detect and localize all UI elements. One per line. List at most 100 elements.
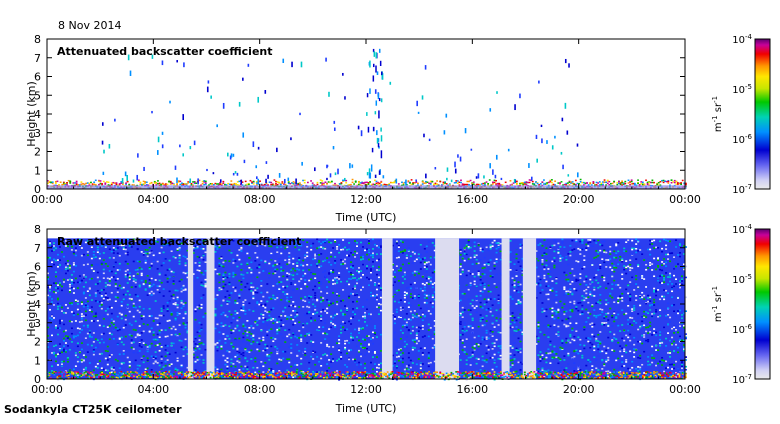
noise-cell [147, 351, 149, 353]
noise-cell [240, 353, 242, 355]
noise-cell [143, 355, 145, 357]
noise-cell [286, 336, 288, 338]
bl-cell [411, 179, 413, 181]
noise-cell [370, 295, 372, 297]
bl-base [677, 185, 679, 189]
noise-cell [274, 253, 276, 255]
noise-cell [143, 262, 145, 264]
noise-cell [314, 295, 316, 297]
bl-base [122, 185, 124, 189]
noise-cell [224, 315, 226, 317]
noise-cell [111, 354, 113, 356]
bl-base [637, 185, 639, 189]
bl-cell [672, 181, 674, 183]
noise-cell [250, 325, 252, 327]
noise-cell [151, 291, 153, 293]
noise-cell [254, 372, 256, 374]
bl-base [309, 185, 311, 189]
noise-cell [414, 271, 416, 273]
bl-cell [380, 182, 382, 184]
bl-base [79, 185, 81, 189]
bl-cell [179, 181, 181, 183]
noise-cell [224, 360, 226, 362]
bl-cell [589, 182, 591, 184]
noise-cell [418, 358, 420, 360]
noise-cell [432, 312, 434, 314]
noise-cell [366, 268, 368, 270]
noise-cell [342, 309, 344, 311]
noise-cell [77, 356, 79, 358]
noise-cell [286, 286, 288, 288]
noise-cell [201, 248, 203, 250]
bl-cell [548, 182, 550, 184]
noise-cell [394, 371, 396, 373]
echo-cell [291, 62, 293, 67]
bl-base [104, 185, 106, 189]
noise-cell [342, 321, 344, 323]
noise-cell [230, 362, 232, 364]
noise-cell [422, 352, 424, 354]
noise-cell [67, 361, 69, 363]
noise-cell [318, 315, 320, 317]
noise-cell [398, 257, 400, 259]
noise-cell [328, 241, 330, 243]
noise-cell [304, 314, 306, 316]
noise-cell [161, 315, 163, 317]
noise-cell [424, 263, 426, 265]
echo-cell [190, 146, 192, 149]
bl-cell [232, 184, 234, 186]
noise-cell [380, 310, 382, 312]
bl-cell [165, 183, 167, 185]
bl-base [570, 185, 572, 189]
bl-base [447, 185, 449, 189]
noise-cell [93, 320, 95, 322]
noise-cell [394, 318, 396, 320]
noise-cell [358, 246, 360, 248]
bl-cell [360, 182, 362, 184]
noise-cell [73, 348, 75, 350]
bl-base [186, 185, 188, 189]
noise-cell [314, 258, 316, 260]
noise-cell [95, 311, 97, 313]
bl-cell [436, 180, 438, 182]
noise-cell [430, 277, 432, 279]
echo-cell [162, 60, 164, 65]
noise-cell [324, 333, 326, 335]
bl-cell [275, 183, 277, 185]
noise-cell [137, 335, 139, 337]
noise-cell [364, 312, 366, 314]
bl-cell [581, 182, 583, 184]
bl-cell [312, 182, 314, 184]
noise-cell [133, 362, 135, 364]
noise-cell [216, 346, 218, 348]
noise-cell [216, 273, 218, 275]
noise-cell [302, 268, 304, 270]
noise-cell [344, 348, 346, 350]
noise-cell [61, 320, 63, 322]
bl-base [200, 185, 202, 189]
noise-cell [67, 270, 69, 272]
noise-cell [75, 250, 77, 252]
noise-cell [161, 368, 163, 370]
noise-cell [169, 276, 171, 278]
echo-cell [330, 173, 332, 177]
bl-base [489, 185, 491, 189]
echo-cell [287, 178, 289, 181]
noise-cell [195, 319, 197, 321]
noise-cell [412, 314, 414, 316]
noise-cell [85, 310, 87, 312]
noise-cell [246, 352, 248, 354]
noise-cell [103, 318, 105, 320]
noise-cell [119, 263, 121, 265]
noise-cell [332, 283, 334, 285]
noise-cell [306, 323, 308, 325]
bl-base [329, 185, 331, 189]
bl-base [297, 185, 299, 189]
noise-cell [75, 255, 77, 257]
bl-cell [401, 182, 403, 184]
bl-base [321, 185, 323, 189]
noise-cell [155, 357, 157, 359]
noise-cell [398, 302, 400, 304]
noise-cell [232, 363, 234, 365]
